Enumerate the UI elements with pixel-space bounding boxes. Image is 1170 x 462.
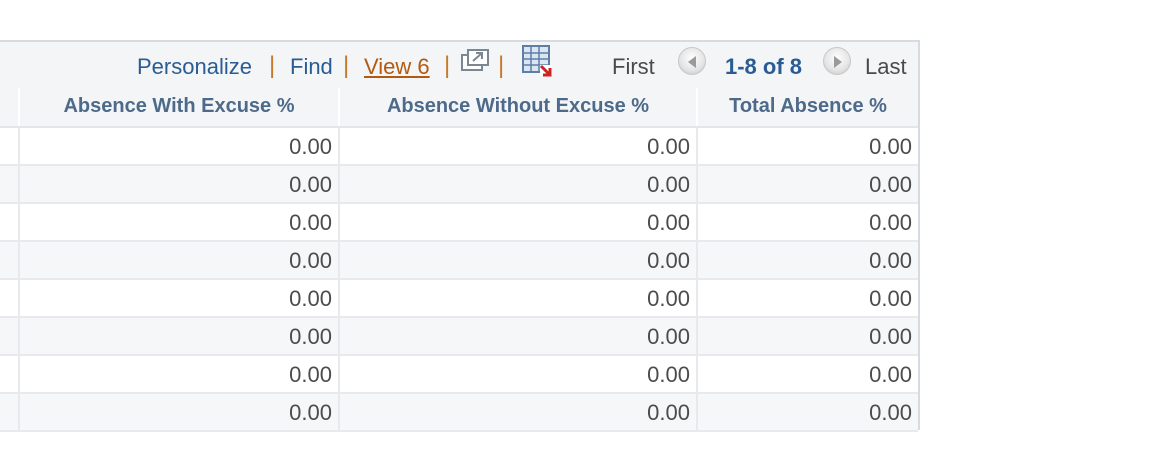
row-stub: [0, 318, 18, 356]
table-row: 0.00 0.00 0.00: [0, 242, 918, 280]
data-grid: Personalize | Find | View 6 | | First 1-…: [0, 40, 920, 432]
new-window-icon[interactable]: [460, 48, 490, 79]
table-row: 0.00 0.00 0.00: [0, 394, 918, 432]
table-cell: 0.00: [18, 242, 338, 280]
table-row: 0.00 0.00 0.00: [0, 166, 918, 204]
row-stub: [0, 280, 18, 318]
row-stub: [0, 128, 18, 166]
table-cell: 0.00: [696, 280, 918, 318]
column-header-absence-without-excuse[interactable]: Absence Without Excuse %: [338, 88, 696, 126]
row-counter: 1-8 of 8: [725, 54, 803, 79]
previous-arrow-icon[interactable]: [678, 47, 706, 75]
table-cell: 0.00: [18, 128, 338, 166]
table-cell: 0.00: [338, 128, 696, 166]
table-row: 0.00 0.00 0.00: [0, 280, 918, 318]
column-header-row: Absence With Excuse % Absence Without Ex…: [0, 88, 918, 128]
table-cell: 0.00: [338, 242, 696, 280]
table-cell: 0.00: [18, 394, 338, 432]
first-label: First: [612, 54, 655, 79]
find-link[interactable]: Find: [290, 54, 333, 79]
table-cell: 0.00: [18, 356, 338, 394]
table-row: 0.00 0.00 0.00: [0, 318, 918, 356]
table-cell: 0.00: [18, 280, 338, 318]
table-cell: 0.00: [338, 204, 696, 242]
row-stub: [0, 356, 18, 394]
row-stub: [0, 166, 18, 204]
separator: |: [498, 52, 505, 79]
personalize-link[interactable]: Personalize: [137, 54, 252, 79]
table-cell: 0.00: [696, 128, 918, 166]
separator: |: [343, 52, 350, 79]
table-cell: 0.00: [696, 318, 918, 356]
table-row: 0.00 0.00 0.00: [0, 204, 918, 242]
table-row: 0.00 0.00 0.00: [0, 128, 918, 166]
grid-navigation-bar: Personalize | Find | View 6 | | First 1-…: [0, 42, 918, 88]
table-cell: 0.00: [338, 356, 696, 394]
next-arrow-icon[interactable]: [823, 47, 851, 75]
row-stub: [0, 204, 18, 242]
table-cell: 0.00: [18, 166, 338, 204]
table-cell: 0.00: [18, 318, 338, 356]
table-cell: 0.00: [696, 204, 918, 242]
table-cell: 0.00: [338, 394, 696, 432]
column-header-total-absence[interactable]: Total Absence %: [696, 88, 918, 126]
separator: |: [269, 52, 276, 79]
table-cell: 0.00: [338, 318, 696, 356]
column-header-absence-with-excuse[interactable]: Absence With Excuse %: [18, 88, 338, 126]
table-cell: 0.00: [696, 166, 918, 204]
table-cell: 0.00: [696, 356, 918, 394]
table-cell: 0.00: [696, 394, 918, 432]
view-all-link[interactable]: View 6: [364, 54, 430, 79]
separator: |: [444, 52, 451, 79]
row-stub: [0, 242, 18, 280]
table-cell: 0.00: [338, 280, 696, 318]
table-cell: 0.00: [696, 242, 918, 280]
table-cell: 0.00: [18, 204, 338, 242]
table-row: 0.00 0.00 0.00: [0, 356, 918, 394]
download-to-excel-icon[interactable]: [522, 45, 554, 82]
row-stub: [0, 394, 18, 432]
last-label: Last: [865, 54, 907, 79]
table-cell: 0.00: [338, 166, 696, 204]
